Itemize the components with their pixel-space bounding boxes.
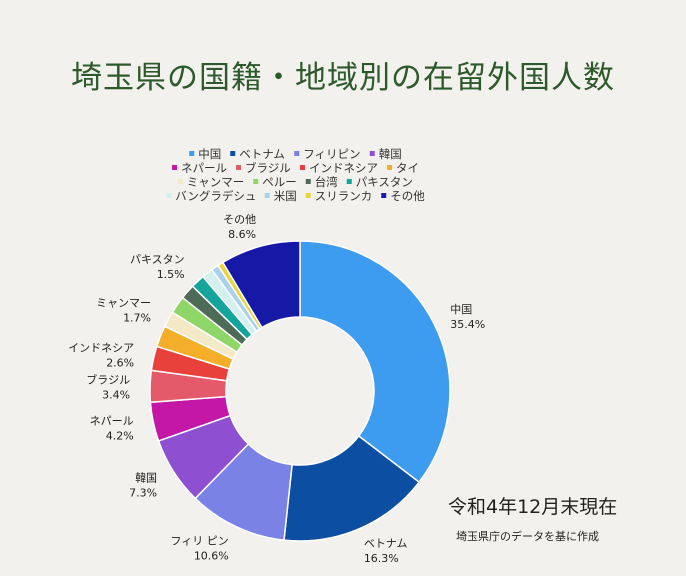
legend-swatch-8 <box>177 179 183 184</box>
slice-pct-8: 1.7% <box>123 312 151 325</box>
legend-label-0: 中国 <box>198 147 221 161</box>
legend-label-8: ミャンマー <box>187 175 245 189</box>
legend-label-13: 米国 <box>274 189 297 203</box>
legend-label-3: 韓国 <box>379 147 402 161</box>
slice-labels: 中国 35.4% ベトナム 16.3% フィリ ピン 10.6% 韓国 7.3% ネパール 4.2… <box>68 213 485 565</box>
slice-label-3: 韓国 <box>135 472 157 485</box>
slice-pct-1: 16.3% <box>364 552 399 565</box>
slice-label-15: その他 <box>223 213 256 226</box>
legend-label-12: バングラデシュ <box>175 189 256 203</box>
legend-swatch-3 <box>369 151 375 156</box>
legend-label-15: その他 <box>390 189 425 203</box>
legend-swatch-4 <box>172 165 177 170</box>
slice-pct-15: 8.6% <box>228 228 256 241</box>
slice-label-6: インドネシア <box>68 341 134 354</box>
legend-label-6: インドネシア <box>309 161 378 175</box>
slice-label-1: ベトナム <box>364 537 408 550</box>
legend-swatch-6 <box>300 165 305 170</box>
legend-swatch-10 <box>305 179 311 184</box>
legend-label-11: パキスタン <box>356 175 413 189</box>
slice-label-11: パキスタン <box>130 253 185 266</box>
legend-swatch-0 <box>189 151 195 156</box>
slice-pct-2: 10.6% <box>194 550 229 563</box>
slice-1 <box>283 434 421 542</box>
legend-swatch-1 <box>230 151 236 156</box>
slice-0 <box>299 240 451 484</box>
legend-label-10: 台湾 <box>315 175 338 189</box>
legend-label-2: フィリピン <box>303 147 360 161</box>
legend-swatch-2 <box>294 151 300 156</box>
slice-pct-0: 35.4% <box>450 318 485 331</box>
slice-pct-4: 4.2% <box>106 429 134 442</box>
slice-label-8: ミャンマー <box>96 297 151 310</box>
legend-swatch-15 <box>381 193 387 198</box>
legend-label-9: ペルー <box>262 175 297 189</box>
slice-label-0: 中国 <box>450 303 472 316</box>
legend-label-7: タイ <box>396 161 419 175</box>
source-note: 埼玉県庁のデータを基に作成 <box>456 530 599 543</box>
slice-label-5: ブラジル <box>86 373 130 387</box>
legend-swatch-9 <box>253 179 259 184</box>
slice-15 <box>221 240 301 329</box>
legend-label-4: ネパール <box>181 161 227 175</box>
legend-swatch-11 <box>346 179 352 184</box>
legend-label-1: ベトナム <box>239 147 285 161</box>
legend-label-14: スリランカ <box>315 189 373 203</box>
donut-slices <box>149 240 451 542</box>
slice-pct-11: 1.5% <box>157 268 185 281</box>
legend-swatch-14 <box>305 193 311 198</box>
slice-pct-6: 2.6% <box>106 356 134 369</box>
slice-label-2: フィリ ピン <box>170 535 228 548</box>
legend-label-5: ブラジル <box>245 161 291 175</box>
legend-swatch-12 <box>166 193 172 198</box>
legend-swatch-5 <box>236 165 241 170</box>
slice-label-4: ネパール <box>90 414 134 427</box>
as-of-date: 令和4年12月末現在 <box>448 496 618 518</box>
legend-swatch-13 <box>264 193 270 198</box>
chart-title: 埼玉県の国籍・地域別の在留外国人数 <box>71 60 615 96</box>
legend-swatch-7 <box>387 165 392 170</box>
slice-pct-5: 3.4% <box>102 389 130 402</box>
slice-pct-3: 7.3% <box>129 487 157 500</box>
